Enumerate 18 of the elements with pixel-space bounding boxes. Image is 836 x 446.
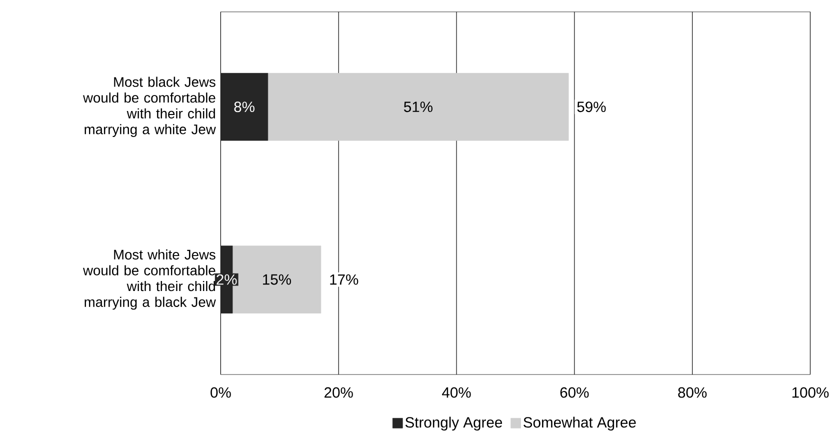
data-label: 15% xyxy=(263,274,291,285)
total-label: 59% xyxy=(577,102,606,112)
total-label: 17% xyxy=(330,274,358,285)
data-label: 2% xyxy=(216,274,237,285)
x-tick-label: 100% xyxy=(792,387,829,398)
x-tick-label: 0% xyxy=(210,387,231,398)
data-label: 51% xyxy=(404,102,432,112)
y-tick-label: Most black Jews would be comfortable with their child marrying a white Jew xyxy=(82,76,216,138)
bar xyxy=(268,73,569,141)
legend-label: Somewhat Agree xyxy=(524,416,636,431)
legend-label: Strongly Agree xyxy=(405,416,502,431)
x-tick-label: 20% xyxy=(324,387,353,398)
x-tick-label: 80% xyxy=(678,387,707,398)
y-tick-label: Most white Jews would be comfortable with their child marrying a black Jew xyxy=(82,249,216,310)
bar xyxy=(220,73,268,141)
x-tick-label: 40% xyxy=(442,387,471,398)
x-tick-label: 60% xyxy=(560,387,589,398)
data-label: 8% xyxy=(234,102,254,112)
